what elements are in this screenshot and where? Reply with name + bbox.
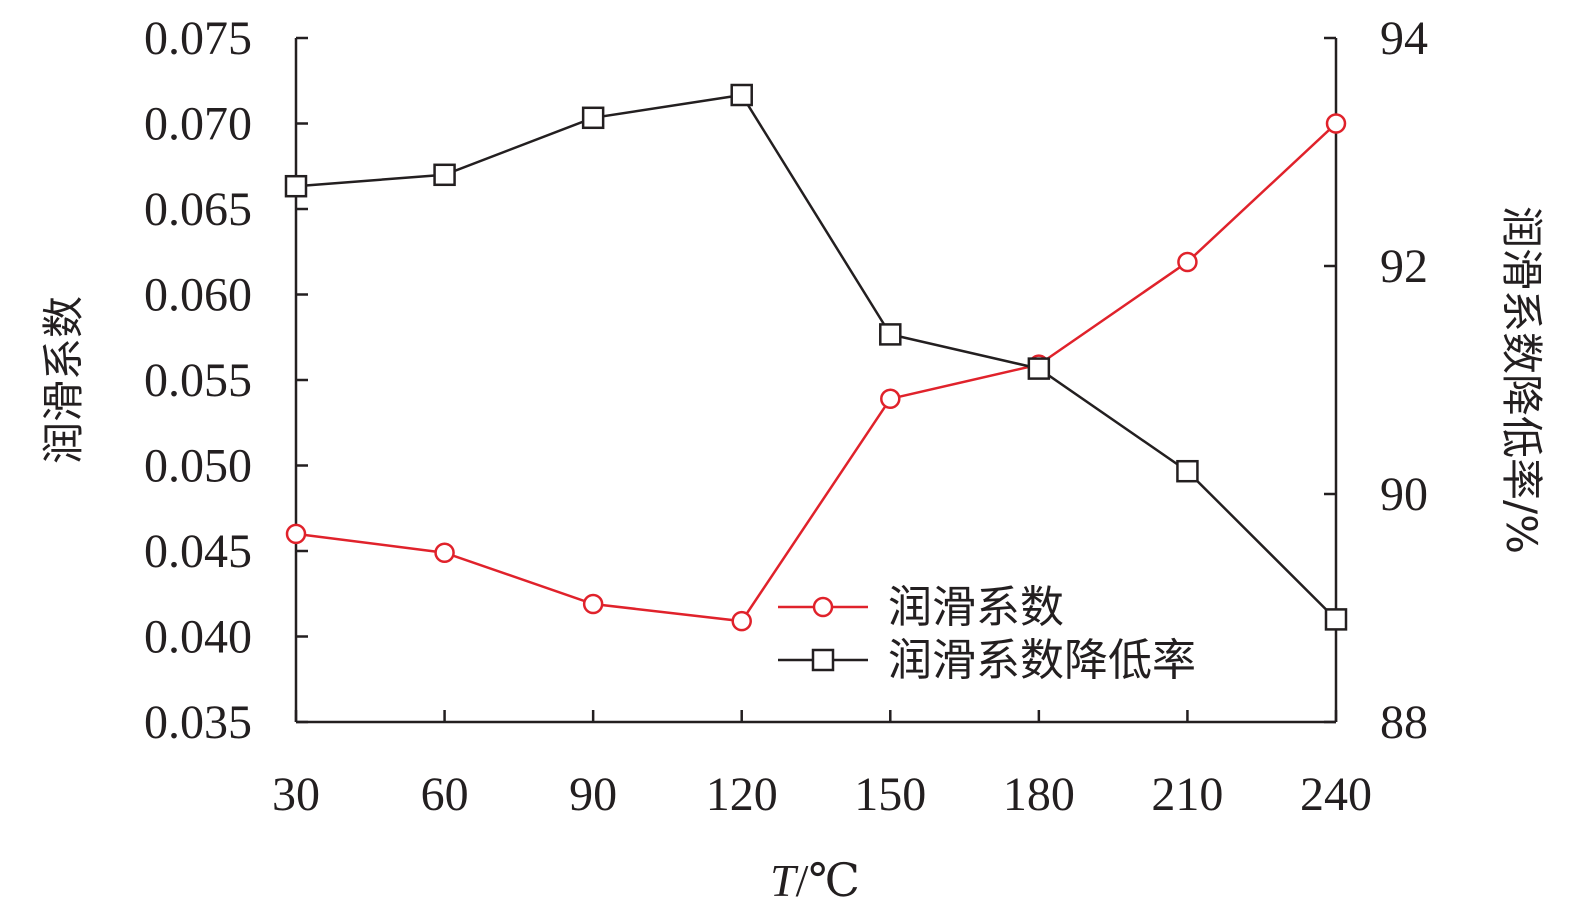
left-tick-label: 0.045 xyxy=(144,525,252,578)
x-tick-label: 210 xyxy=(1151,768,1223,821)
left-tick-label: 0.060 xyxy=(144,269,252,322)
x-tick-label: 150 xyxy=(854,768,926,821)
data-point-circle xyxy=(582,593,604,615)
left-tick-label: 0.065 xyxy=(144,183,252,236)
data-point-square xyxy=(581,106,605,130)
data-point-square xyxy=(1176,459,1199,483)
data-point-circle xyxy=(434,542,455,563)
legend-marker-square xyxy=(811,648,835,672)
data-point-square xyxy=(284,174,308,198)
left-axis-title: 润滑系数 xyxy=(39,296,88,464)
x-tick-label: 90 xyxy=(569,768,617,821)
legend-label: 润滑系数 xyxy=(888,582,1064,633)
data-point-circle xyxy=(1325,113,1347,134)
right-tick-label: 94 xyxy=(1380,12,1428,65)
data-point-square xyxy=(1027,357,1051,380)
left-tick-label: 0.040 xyxy=(144,611,252,664)
right-axis-title: 润滑系数降低率/% xyxy=(1497,206,1546,554)
x-axis-title-variable: T xyxy=(770,855,799,906)
left-tick-label: 0.075 xyxy=(144,12,252,65)
data-point-square xyxy=(730,83,753,107)
left-tick-label: 0.050 xyxy=(144,440,252,493)
x-tick-label: 60 xyxy=(421,768,469,821)
data-point-square xyxy=(1324,608,1348,631)
data-point-circle xyxy=(880,388,901,410)
x-tick-label: 120 xyxy=(706,768,778,821)
data-point-square xyxy=(879,323,902,346)
x-tick-label: 240 xyxy=(1300,768,1372,821)
series-line xyxy=(295,122,1337,623)
series-line xyxy=(295,93,1337,621)
right-tick-label: 92 xyxy=(1380,240,1428,293)
right-tick-label: 90 xyxy=(1380,468,1428,521)
left-tick-label: 0.035 xyxy=(144,696,252,749)
right-tick-label: 88 xyxy=(1380,696,1428,749)
x-tick-label: 30 xyxy=(272,768,320,821)
legend-marker-circle xyxy=(812,596,834,618)
x-axis-title: T/℃ xyxy=(770,855,860,906)
data-point-circle xyxy=(1177,251,1198,273)
left-tick-label: 0.055 xyxy=(144,354,252,407)
axes: 0.035 0.040 0.045 0.050 0.055 0.060 0.065 0.070… xyxy=(144,12,1428,821)
data-point-circle xyxy=(285,523,307,545)
data-point-square xyxy=(433,163,456,187)
legend-label: 润滑系数降低率 xyxy=(888,635,1196,686)
series-layer xyxy=(284,83,1348,632)
x-tick-label: 180 xyxy=(1003,768,1075,821)
left-tick-label: 0.070 xyxy=(144,98,252,151)
data-point-circle xyxy=(731,610,752,632)
x-axis-title-unit: /℃ xyxy=(796,855,860,906)
